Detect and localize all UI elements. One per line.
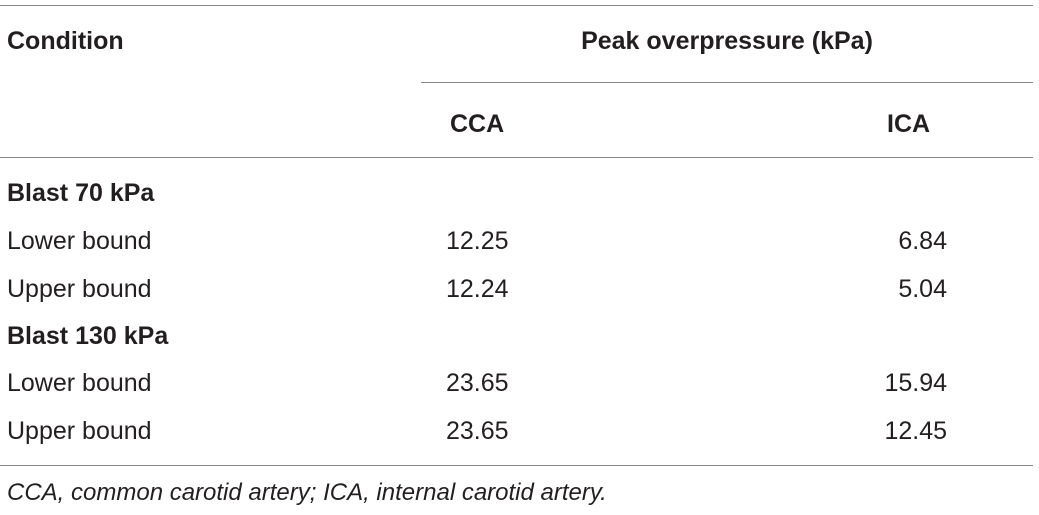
cell-cca: 23.65 [446,369,509,397]
row-label: Lower bound [7,369,152,397]
cell-cca: 23.65 [446,417,509,445]
cell-ica: 6.84 [898,227,947,255]
row-label: Lower bound [7,227,152,255]
table-footnote: CCA, common carotid artery; ICA, interna… [7,479,607,506]
cell-ica: 15.94 [884,369,947,397]
header-cca: CCA [450,110,505,138]
top-rule [0,5,1033,6]
bottom-rule [0,465,1033,466]
spanning-header-rule [421,82,1033,83]
group-title: Blast 130 kPa [7,322,169,350]
group-title: Blast 70 kPa [7,179,155,207]
cell-cca: 12.25 [446,227,509,255]
header-ica: ICA [887,110,931,138]
header-bottom-rule [0,157,1033,158]
cell-ica: 5.04 [898,275,947,303]
cell-cca: 12.24 [446,275,509,303]
row-label: Upper bound [7,417,152,445]
header-condition: Condition [7,27,124,55]
row-label: Upper bound [7,275,152,303]
header-peak-overpressure: Peak overpressure (kPa) [581,27,873,55]
cell-ica: 12.45 [884,417,947,445]
